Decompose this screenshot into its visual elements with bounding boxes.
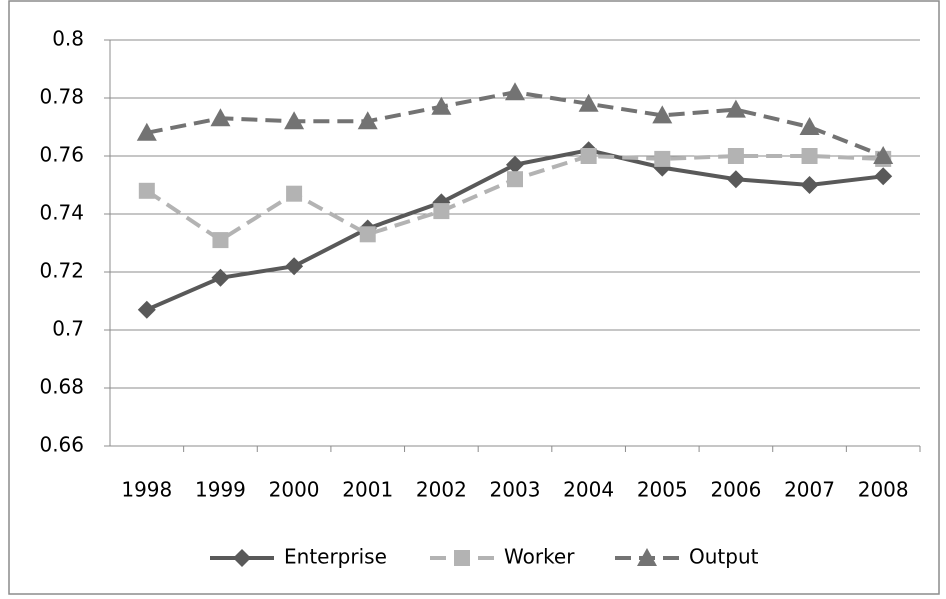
data-point [433, 203, 450, 220]
x-tick-label: 2008 [858, 478, 909, 502]
data-point [874, 167, 893, 186]
data-point [505, 82, 525, 101]
y-tick-label: 0.76 [39, 143, 84, 167]
x-tick-label: 2001 [342, 478, 393, 502]
legend-marker [637, 548, 657, 566]
data-point [284, 111, 305, 130]
x-tick-label: 1999 [195, 478, 246, 502]
data-point [580, 148, 597, 164]
data-point [286, 185, 303, 202]
data-point [285, 257, 304, 276]
data-point [136, 122, 157, 141]
legend-label: Worker [504, 545, 575, 569]
y-tick-label: 0.66 [39, 433, 84, 457]
x-tick-label: 2005 [637, 478, 688, 502]
legend-marker [233, 549, 251, 567]
x-tick-label: 2002 [416, 478, 467, 502]
legend-label: Output [689, 545, 759, 569]
y-tick-label: 0.78 [39, 85, 84, 109]
x-tick-label: 2003 [490, 478, 541, 502]
data-point [727, 148, 744, 164]
data-point [506, 155, 524, 174]
x-tick-label: 2007 [784, 478, 835, 502]
x-tick-label: 2004 [563, 478, 614, 502]
data-point [357, 111, 378, 130]
x-tick-label: 1998 [121, 478, 172, 502]
data-point [725, 99, 746, 118]
data-point [652, 105, 673, 124]
y-tick-label: 0.74 [39, 201, 84, 225]
y-tick-label: 0.72 [39, 259, 84, 283]
data-point [137, 300, 156, 319]
legend-marker [454, 550, 470, 566]
data-point [431, 96, 452, 115]
data-point [211, 268, 230, 287]
data-point [138, 182, 155, 199]
data-point [873, 146, 894, 164]
data-point [726, 170, 745, 189]
data-point [800, 176, 819, 194]
data-point [212, 232, 229, 249]
y-tick-label: 0.7 [52, 317, 84, 341]
x-tick-label: 2006 [710, 478, 761, 502]
legend-label: Enterprise [284, 545, 387, 569]
data-point [210, 108, 231, 127]
y-tick-label: 0.68 [39, 375, 84, 399]
data-point [578, 93, 599, 112]
data-point [359, 226, 376, 243]
data-point [799, 117, 820, 135]
chart-border [8, 0, 940, 595]
data-point [507, 171, 523, 188]
x-tick-label: 2000 [269, 478, 320, 502]
y-tick-label: 0.8 [52, 27, 84, 51]
data-point [801, 148, 818, 164]
data-point [654, 150, 671, 167]
